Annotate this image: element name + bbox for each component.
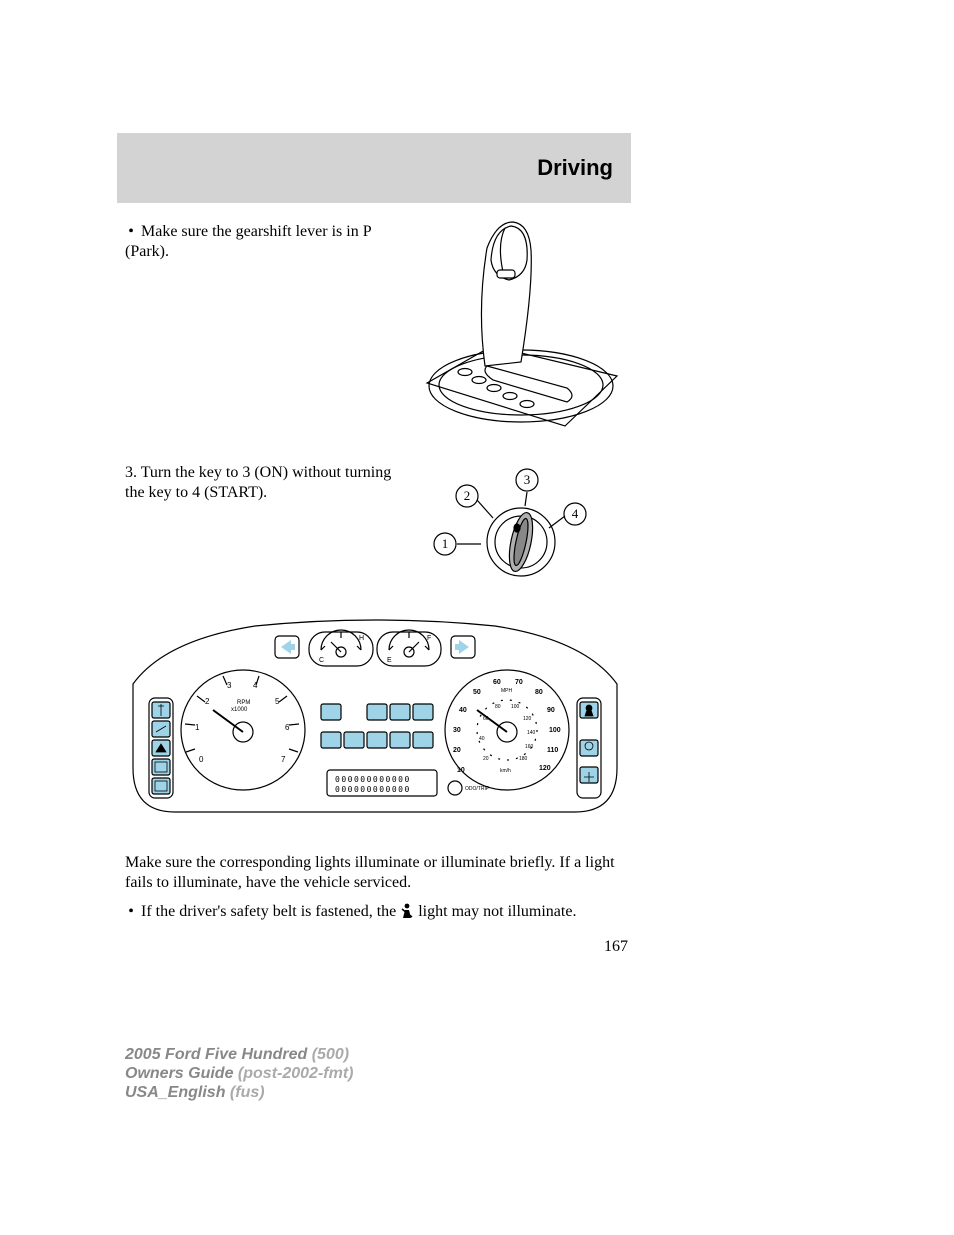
spd-110: 110 <box>547 747 558 754</box>
fuel-e: E <box>387 657 392 664</box>
spd-50: 50 <box>473 689 481 696</box>
footer-line-2: Owners Guide (post-2002-fmt) <box>125 1064 353 1083</box>
temp-c: C <box>319 657 324 664</box>
kmh-40: 40 <box>479 736 485 742</box>
center-icon-engine <box>390 704 410 720</box>
bullet-dot: • <box>125 222 137 242</box>
kmh-140: 140 <box>527 730 536 736</box>
center-icon-fuel <box>413 704 433 720</box>
center-icon-od <box>413 732 433 748</box>
key-label-1: 1 <box>442 536 449 551</box>
spd-100: 100 <box>549 727 561 734</box>
bullet-belt-prefix: If the driver's safety belt is fastened,… <box>141 903 396 920</box>
tach-4: 4 <box>253 681 258 690</box>
footer-guide: Owners Guide <box>125 1065 233 1082</box>
spd-80: 80 <box>535 689 543 696</box>
kmh-60: 60 <box>483 716 489 722</box>
right-icon-2 <box>580 740 598 756</box>
instrument-cluster-figure: C H E F 0 1 2 3 4 5 6 7 RPM x1000 10 20 … <box>125 612 625 822</box>
page-number: 167 <box>604 938 628 956</box>
shifter-button <box>497 270 515 278</box>
ignition-key-hole <box>514 524 520 532</box>
kmh-180: 180 <box>519 756 528 762</box>
tach-rpm: RPM <box>237 700 250 706</box>
seatbelt-icon <box>400 903 414 919</box>
footer: 2005 Ford Five Hundred (500) Owners Guid… <box>125 1045 353 1103</box>
key-line-3 <box>525 492 527 506</box>
gear-pos-n <box>487 385 501 392</box>
tach-5: 5 <box>275 697 280 706</box>
keyswitch-figure: 1 2 3 4 <box>427 462 597 582</box>
tach-7: 7 <box>281 755 286 764</box>
kmh-80: 80 <box>495 704 501 710</box>
center-icon-highbeam <box>367 732 387 748</box>
kmh-100: 100 <box>511 704 520 710</box>
key-line-2 <box>477 500 493 518</box>
temp-h: H <box>359 635 364 642</box>
section-title: Driving <box>537 155 613 181</box>
footer-model: 2005 Ford Five Hundred <box>125 1046 307 1063</box>
gear-pos-p <box>458 369 472 376</box>
key-label-2: 2 <box>464 488 471 503</box>
bullet-gearshift-text: Make sure the gearshift lever is in P (P… <box>125 223 371 260</box>
bullet-dot: • <box>125 902 137 922</box>
spd-mph: MPH <box>501 688 513 694</box>
spd-120: 120 <box>539 765 551 772</box>
tach-2: 2 <box>205 697 210 706</box>
section-header: Driving <box>117 133 631 203</box>
footer-line-3: USA_English (fus) <box>125 1083 353 1102</box>
center-icon-battery <box>321 732 341 748</box>
key-line-4 <box>549 516 565 528</box>
kmh-160: 160 <box>525 744 534 750</box>
footer-lang-code: (fus) <box>230 1084 265 1101</box>
bullet-seatbelt: • If the driver's safety belt is fastene… <box>125 902 635 922</box>
odo-trip-button <box>448 781 462 795</box>
odometer-1: 000000000000 <box>335 775 411 784</box>
odometer-2: 000000000000 <box>335 785 411 794</box>
gear-pos-l <box>520 401 534 408</box>
bullet-belt-suffix: light may not illuminate. <box>418 903 576 920</box>
tach-1: 1 <box>195 723 200 732</box>
spd-30: 30 <box>453 727 461 734</box>
bullet-gearshift: • Make sure the gearshift lever is in P … <box>125 222 385 262</box>
tach-3: 3 <box>227 681 232 690</box>
odo-trip-label: ODO/TRIP <box>465 786 490 792</box>
gear-pos-r <box>472 377 486 384</box>
spd-60: 60 <box>493 679 501 686</box>
fuel-f: F <box>427 635 431 642</box>
key-label-3: 3 <box>524 472 531 487</box>
footer-guide-fmt: (post-2002-fmt) <box>238 1065 354 1082</box>
spd-40: 40 <box>459 707 467 714</box>
tach-x1000: x1000 <box>231 707 248 713</box>
tach-0: 0 <box>199 755 204 764</box>
step-3-text: 3. Turn the key to 3 (ON) without turnin… <box>125 463 410 503</box>
spd-kmh: km/h <box>500 768 511 774</box>
spd-20: 20 <box>453 747 461 754</box>
center-icon-abs <box>321 704 341 720</box>
footer-model-code: (500) <box>312 1046 349 1063</box>
kmh-120: 120 <box>523 716 532 722</box>
paragraph-lights: Make sure the corresponding lights illum… <box>125 853 625 893</box>
footer-line-1: 2005 Ford Five Hundred (500) <box>125 1045 353 1064</box>
center-icon-oil <box>390 732 410 748</box>
center-icon-seatbelt <box>344 732 364 748</box>
footer-lang: USA_English <box>125 1084 225 1101</box>
tach-6: 6 <box>285 723 290 732</box>
center-icon-traction <box>367 704 387 720</box>
key-label-4: 4 <box>572 506 579 521</box>
spd-70: 70 <box>515 679 523 686</box>
spd-10: 10 <box>457 767 465 774</box>
gear-pos-d <box>503 393 517 400</box>
gearshift-figure <box>417 218 627 448</box>
spd-90: 90 <box>547 707 555 714</box>
kmh-20: 20 <box>483 756 489 762</box>
